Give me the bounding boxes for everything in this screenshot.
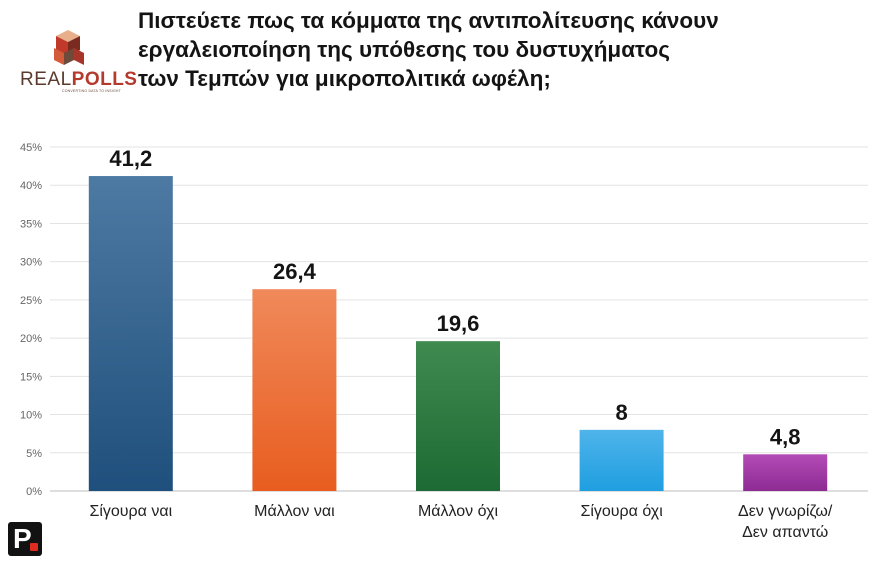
bar — [579, 429, 664, 491]
bar — [416, 341, 500, 491]
y-tick-label: 20% — [20, 333, 42, 345]
logo-wordmark: REALPOLLS — [20, 69, 138, 90]
y-tick-label: 30% — [20, 257, 42, 269]
x-tick-label: Δεν γνωρίζω/ — [738, 503, 833, 520]
data-label: 19,6 — [437, 311, 480, 336]
chart-title: Πιστεύετε πως τα κόμματα της αντιπολίτευ… — [138, 6, 858, 93]
x-tick-label: Δεν απαντώ — [742, 524, 828, 541]
y-tick-label: 15% — [20, 371, 42, 383]
publisher-logo: P — [8, 522, 42, 556]
bar — [252, 289, 337, 491]
x-tick-label: Σίγουρα ναι — [89, 503, 172, 520]
data-label: 8 — [615, 400, 627, 425]
title-line: Πιστεύετε πως τα κόμματα της αντιπολίτευ… — [138, 8, 719, 33]
cube-logo-icon — [54, 30, 84, 65]
title-line: εργαλειοποίηση της υπόθεσης του δυστυχήμ… — [138, 37, 670, 62]
x-tick-label: Σίγουρα όχι — [580, 503, 663, 520]
y-tick-label: 5% — [26, 448, 42, 460]
publisher-letter: P — [13, 523, 32, 554]
y-tick-label: 25% — [20, 295, 42, 307]
bar — [88, 176, 173, 491]
publisher-dot-icon — [30, 543, 38, 551]
data-label: 4,8 — [770, 424, 801, 449]
data-label: 26,4 — [273, 259, 317, 284]
x-tick-label: Μάλλον όχι — [418, 503, 499, 520]
bar — [743, 454, 828, 491]
y-tick-label: 35% — [20, 218, 42, 230]
y-tick-label: 0% — [26, 486, 42, 498]
data-label: 41,2 — [109, 146, 152, 171]
y-tick-label: 45% — [20, 142, 42, 154]
y-tick-label: 10% — [20, 410, 42, 422]
title-line: των Τεμπών για μικροπολιτικά ωφέλη; — [138, 66, 551, 91]
x-tick-label: Μάλλον ναι — [254, 503, 335, 520]
bar-chart: 0% 5% 10% 15% 20% 25% 30% 35% 40% 45% 41,2 Σίγουρα … — [20, 142, 868, 541]
y-tick-label: 40% — [20, 180, 42, 192]
logo-tagline: CONVERTING DATA TO INSIGHT — [62, 89, 121, 93]
